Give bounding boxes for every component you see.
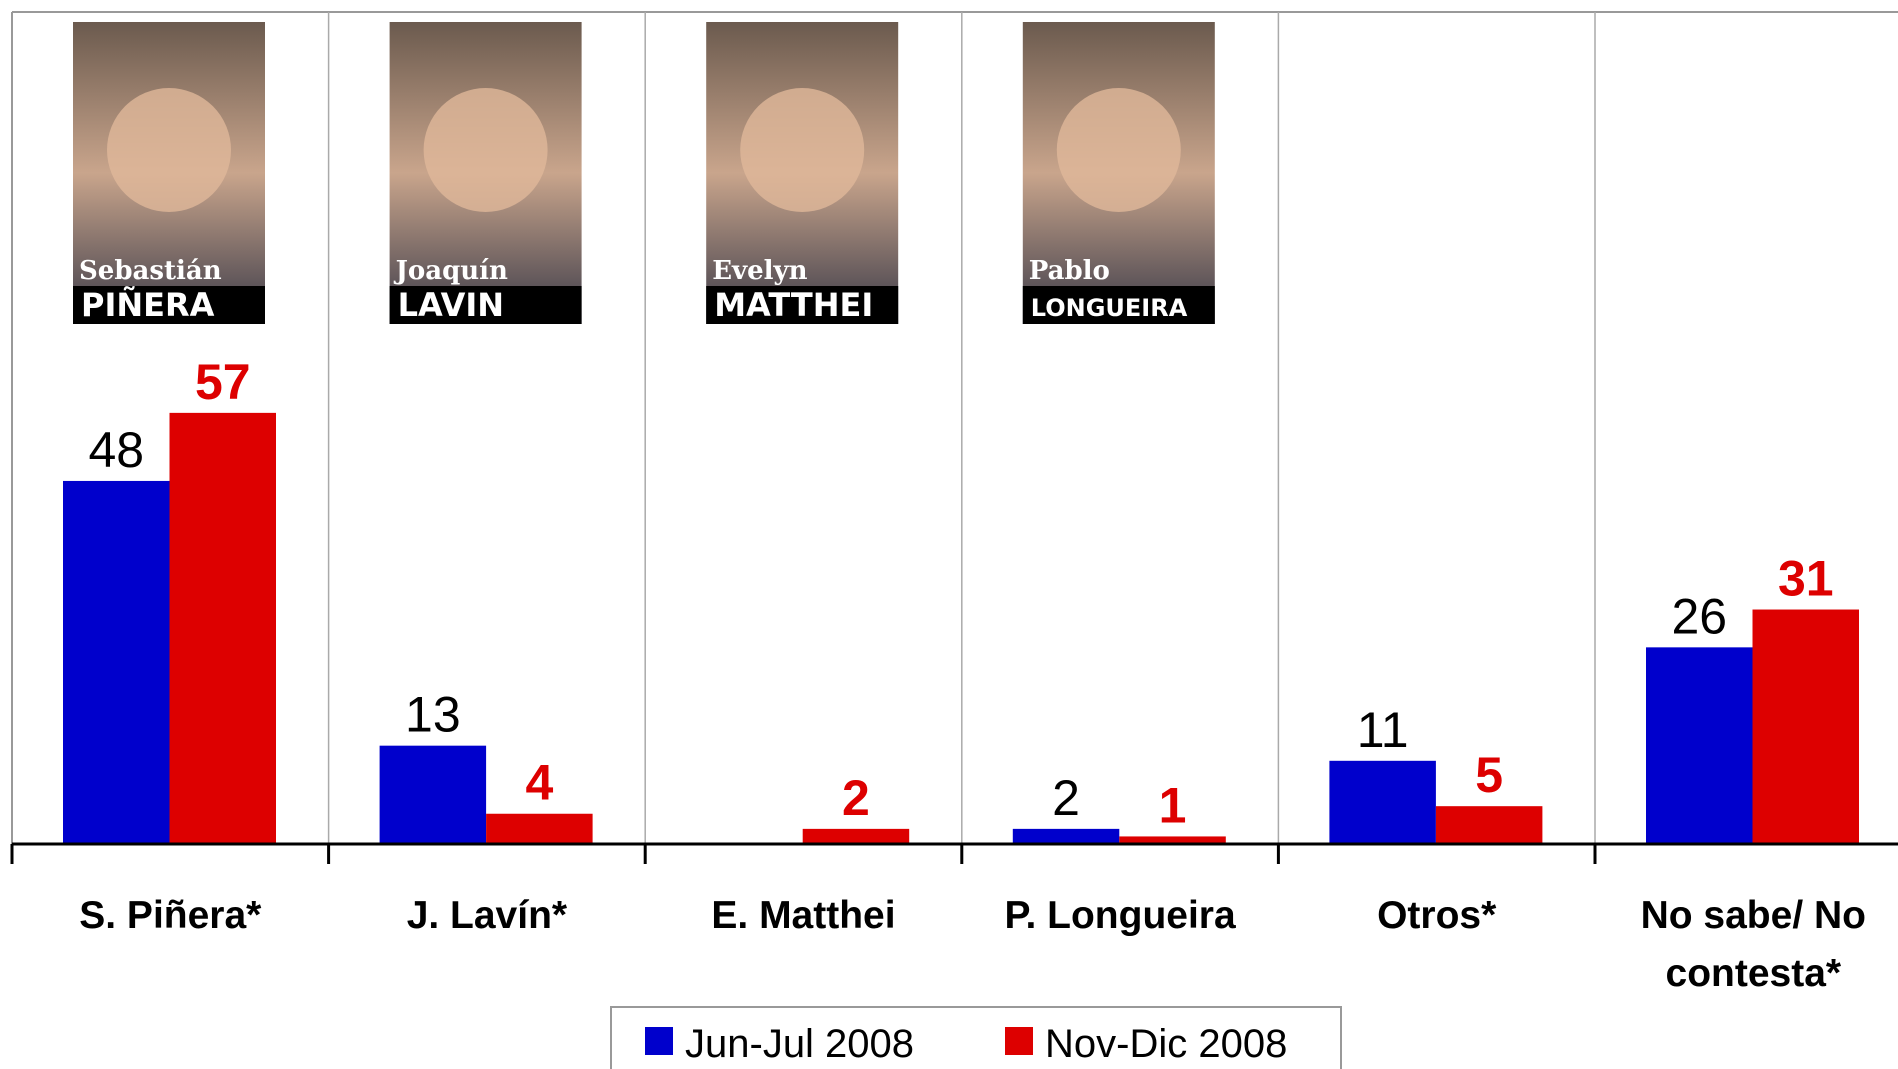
photo-face [1056,88,1181,212]
legend-swatch [645,1027,673,1055]
photo-last-name: LAVIN [398,286,504,324]
x-tick-label: S. Piñera* [79,894,262,937]
bar [1435,806,1543,844]
photo-face [423,88,548,212]
legend-box [610,1006,1342,1069]
bar [1119,836,1226,844]
bar [379,745,487,844]
value-label: 2 [1052,770,1080,826]
photo-last-name: MATTHEI [714,286,873,324]
legend-label: Jun-Jul 2008 [685,1022,914,1066]
value-label: 31 [1778,551,1834,607]
value-label: 48 [88,422,144,478]
x-tick-label: P. Longueira [1004,894,1236,937]
photo-face [740,88,865,212]
value-label: 11 [1357,702,1409,758]
value-label: 26 [1671,588,1727,644]
value-label: 57 [195,354,251,410]
x-tick-label: Otros* [1377,894,1497,937]
bar [486,813,593,844]
value-label: 1 [1159,777,1187,833]
photo-last-name: LONGUEIRA [1031,294,1188,322]
photo-caption-bar [706,286,899,324]
photo-first-name: Sebastián [79,256,222,286]
photo-first-name: Joaquín [394,256,508,286]
legend-label: Nov-Dic 2008 [1045,1022,1287,1066]
bar [1646,647,1753,844]
photo-caption-bar [389,286,582,324]
bar [1012,828,1120,844]
x-tick-label: No sabe/ No contesta* [1640,894,1866,995]
bar [169,412,276,844]
bar [802,828,910,844]
bar [63,480,170,844]
value-label: 13 [405,687,461,743]
photo-face [107,88,231,212]
legend-swatch [1005,1027,1033,1055]
photo-caption-bar [1022,286,1215,324]
bar [1329,760,1436,844]
value-label: 2 [842,770,870,826]
photo-caption-bar [73,286,265,324]
x-tick-label: J. Lavín* [406,894,568,937]
photo-last-name: PIÑERA [81,286,215,324]
value-label: 4 [525,755,553,811]
photo-first-name: Pablo [1029,256,1110,286]
value-label: 5 [1475,747,1503,803]
x-tick-label: E. Matthei [711,894,896,937]
photo-first-name: Evelyn [712,256,807,286]
bar [1752,609,1859,844]
